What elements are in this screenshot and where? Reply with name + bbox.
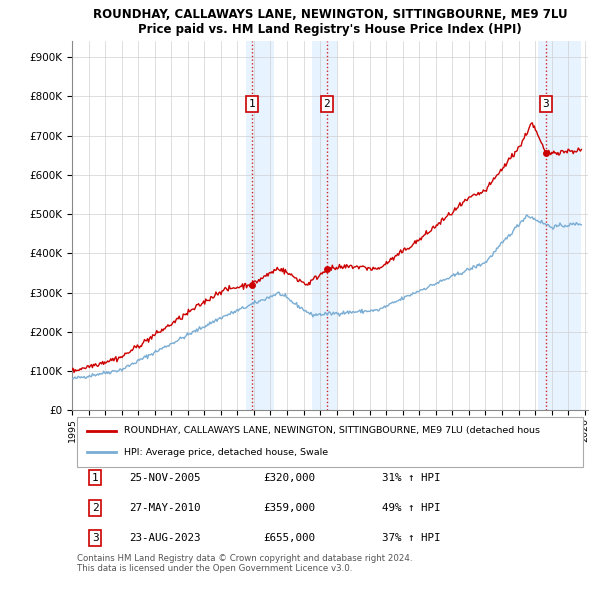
Bar	[245, 41, 274, 411]
Text: 1: 1	[249, 99, 256, 109]
Text: 49% ↑ HPI: 49% ↑ HPI	[382, 503, 440, 513]
Bar	[312, 41, 337, 411]
Text: 27-MAY-2010: 27-MAY-2010	[129, 503, 200, 513]
Text: 3: 3	[92, 533, 98, 543]
FancyBboxPatch shape	[77, 417, 583, 467]
Title: ROUNDHAY, CALLAWAYS LANE, NEWINGTON, SITTINGBOURNE, ME9 7LU
Price paid vs. HM La: ROUNDHAY, CALLAWAYS LANE, NEWINGTON, SIT…	[92, 8, 568, 36]
Text: 25-NOV-2005: 25-NOV-2005	[129, 473, 200, 483]
Text: 31% ↑ HPI: 31% ↑ HPI	[382, 473, 440, 483]
Text: 23-AUG-2023: 23-AUG-2023	[129, 533, 200, 543]
Text: 3: 3	[542, 99, 549, 109]
Text: 2: 2	[323, 99, 330, 109]
Text: £655,000: £655,000	[263, 533, 315, 543]
Text: Contains HM Land Registry data © Crown copyright and database right 2024.
This d: Contains HM Land Registry data © Crown c…	[77, 554, 413, 573]
Text: ROUNDHAY, CALLAWAYS LANE, NEWINGTON, SITTINGBOURNE, ME9 7LU (detached hous: ROUNDHAY, CALLAWAYS LANE, NEWINGTON, SIT…	[124, 426, 539, 435]
Text: £359,000: £359,000	[263, 503, 315, 513]
Text: £320,000: £320,000	[263, 473, 315, 483]
Text: 37% ↑ HPI: 37% ↑ HPI	[382, 533, 440, 543]
Text: HPI: Average price, detached house, Swale: HPI: Average price, detached house, Swal…	[124, 448, 328, 457]
Bar	[538, 41, 581, 411]
Text: 2: 2	[92, 503, 98, 513]
Text: 1: 1	[92, 473, 98, 483]
